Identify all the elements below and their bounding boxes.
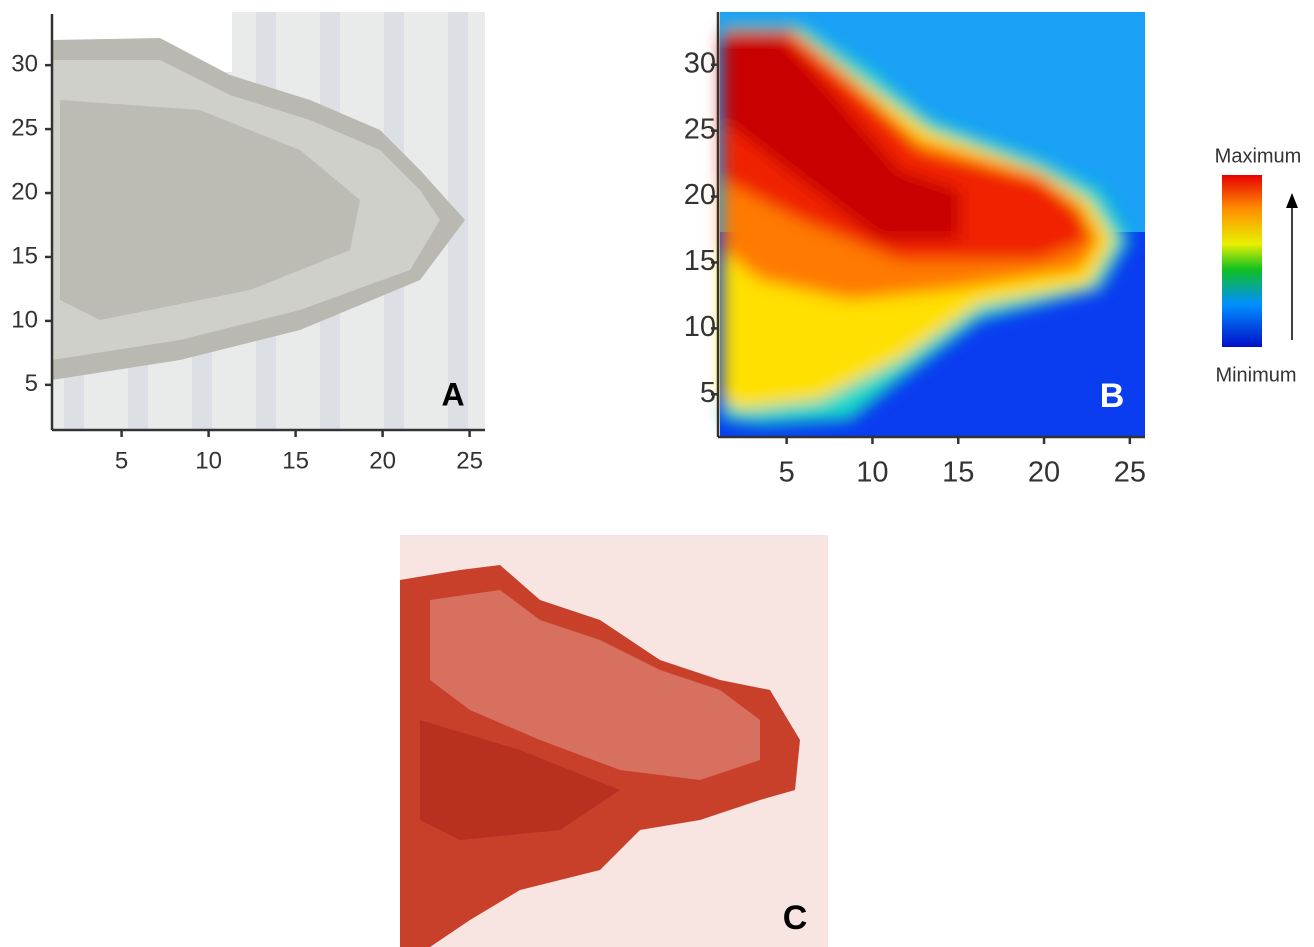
y-tick-label: 5 [25,370,38,397]
y-tick-label: 10 [11,306,38,333]
y-tick-label: 25 [684,113,716,145]
x-tick-label: 25 [1114,457,1146,489]
x-tick-label: 5 [115,447,128,474]
y-tick-label: 20 [684,179,716,211]
y-tick-label: 5 [700,377,716,409]
panel-label: B [1100,377,1125,415]
colorbar [1222,175,1262,347]
panel-b-image [720,12,1145,437]
y-tick-label: 10 [684,311,716,343]
x-tick-label: 20 [1028,457,1060,489]
y-tick-label: 15 [684,245,716,277]
arrow-head [1286,193,1298,208]
x-tick-label: 25 [456,447,483,474]
y-tick-label: 20 [11,178,38,205]
x-tick-label: 5 [779,457,795,489]
x-tick-label: 20 [369,447,396,474]
x-tick-label: 15 [282,447,309,474]
x-tick-label: 15 [942,457,974,489]
x-tick-label: 10 [856,457,888,489]
panel-label: A [441,376,464,412]
colorbar-max: Maximum [1215,145,1302,167]
x-tick-label: 10 [195,447,222,474]
y-tick-label: 25 [11,114,38,141]
y-tick-label: 30 [11,50,38,77]
colorbar-min: Minimum [1215,364,1296,386]
panel-a-image [52,12,485,430]
y-tick-label: 15 [11,242,38,269]
figure: Maximum Minimum A B C 5 10 15 20 25 5 10 15 20 25… [0,0,1314,947]
y-tick-label: 30 [684,47,716,79]
panel-label: C [783,899,808,937]
panel-c-image [400,535,828,947]
